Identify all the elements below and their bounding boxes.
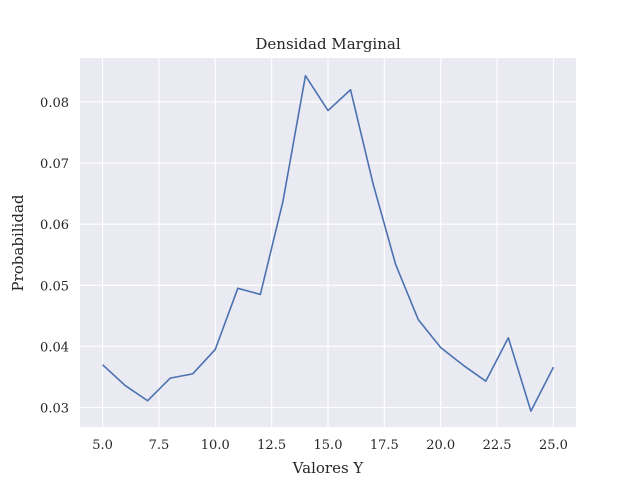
x-tick-label: 10.0 [201, 438, 230, 453]
y-tick-label: 0.04 [40, 340, 69, 355]
y-tick-label: 0.05 [40, 279, 69, 294]
y-tick-label: 0.07 [40, 157, 69, 172]
y-axis-label: Probabilidad [9, 194, 27, 291]
y-tick-label: 0.06 [40, 218, 69, 233]
x-tick-label: 7.5 [149, 438, 170, 453]
x-tick-labels: 5.0 7.5 10.0 12.5 15.0 17.5 20.0 22.5 25.0 [92, 438, 568, 453]
x-tick-label: 20.0 [426, 438, 455, 453]
x-tick-label: 25.0 [539, 438, 568, 453]
y-tick-label: 0.08 [40, 96, 69, 111]
x-axis-label: Valores Y [292, 459, 365, 477]
y-tick-labels: 0.03 0.04 0.05 0.06 0.07 0.08 [40, 96, 69, 416]
x-tick-label: 15.0 [314, 438, 343, 453]
x-tick-label: 17.5 [370, 438, 399, 453]
y-tick-label: 0.03 [40, 401, 69, 416]
x-tick-label: 12.5 [257, 438, 286, 453]
series-line [102, 74, 555, 412]
grid [80, 58, 576, 427]
x-tick-label: 22.5 [483, 438, 512, 453]
series-layer [102, 74, 555, 412]
x-tick-label: 5.0 [92, 438, 113, 453]
chart-title: Densidad Marginal [255, 35, 400, 53]
